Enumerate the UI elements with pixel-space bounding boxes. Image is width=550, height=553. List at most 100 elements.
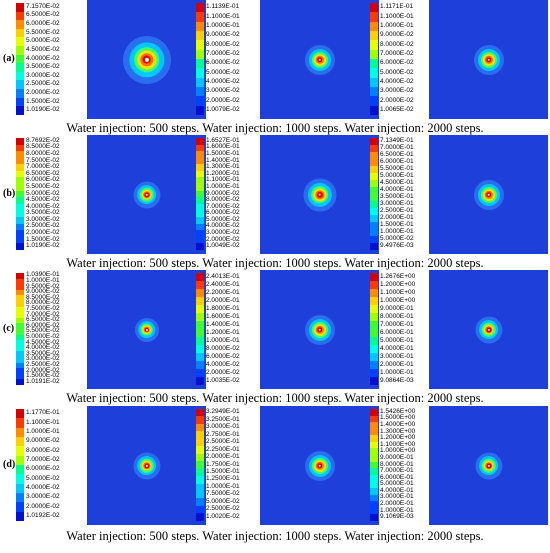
legend-swatch bbox=[16, 157, 24, 165]
legend-swatch bbox=[16, 502, 24, 512]
contour-field bbox=[87, 406, 206, 525]
row-label: (a) bbox=[3, 53, 15, 64]
legend-tick-label: 6.0000E-02 bbox=[26, 465, 60, 473]
legend-tick-label: 1.2000E-01 bbox=[206, 328, 240, 336]
legend-tick-label: 2.0000E-01 bbox=[380, 214, 414, 221]
legend-swatch bbox=[196, 505, 204, 514]
legend-tick-label: 2.5000E-02 bbox=[206, 505, 240, 513]
contour-field bbox=[429, 406, 548, 525]
legend-swatch bbox=[370, 180, 378, 187]
legend-swatch bbox=[16, 151, 24, 158]
legend-tick-label: 1.3000E+00 bbox=[380, 427, 416, 435]
caption: Water injection: 500 steps. Water inject… bbox=[66, 391, 484, 405]
legend-swatch bbox=[370, 313, 378, 321]
row-label: (b) bbox=[3, 188, 16, 199]
legend-tick-label: 4.0000E-02 bbox=[26, 54, 60, 62]
legend-tick-label: 1.2000E+00 bbox=[380, 434, 416, 442]
legend-tick-label: 1.1000E-01 bbox=[206, 176, 240, 184]
legend-tick-label: 9.0000E-02 bbox=[26, 288, 60, 296]
legend-swatch bbox=[196, 281, 204, 289]
legend-tick-label: 2.0000E-01 bbox=[206, 296, 240, 304]
legend-swatch bbox=[16, 427, 24, 437]
legend-tick-label: 3.0000E-01 bbox=[380, 493, 414, 501]
legend-swatch bbox=[16, 63, 24, 72]
contour-ring bbox=[145, 328, 148, 331]
legend-tick-label: 2.0000E-02 bbox=[26, 88, 60, 96]
legend-swatch bbox=[370, 337, 378, 345]
legend-swatch bbox=[16, 170, 24, 178]
legend-tick-label: 5.0000E-02 bbox=[380, 235, 414, 242]
legend-swatch bbox=[370, 461, 378, 469]
legend-swatch bbox=[16, 20, 24, 29]
legend-swatch bbox=[196, 369, 204, 377]
legend-tick-label: 9.0000E-02 bbox=[206, 189, 240, 197]
legend-tick-label: 3.5000E-02 bbox=[26, 209, 60, 217]
legend-colorbar bbox=[16, 3, 30, 115]
legend-tick-label: 1.1171E-01 bbox=[380, 3, 414, 11]
legend-swatch bbox=[196, 305, 204, 313]
legend-tick-label: 1.4000E-01 bbox=[206, 320, 240, 328]
legend-swatch bbox=[16, 289, 24, 296]
legend-tick-label: 1.0000E+00 bbox=[380, 296, 416, 304]
legend-tick-label: 1.0000E-01 bbox=[206, 182, 240, 190]
legend-tick-label: 1.0065E-02 bbox=[380, 105, 414, 113]
legend-tick-label: 1.0000E-01 bbox=[206, 21, 240, 29]
legend-swatch bbox=[16, 334, 24, 341]
legend-swatch bbox=[370, 166, 378, 173]
legend-swatch bbox=[16, 345, 24, 352]
legend-tick-label: 1.6527E-01 bbox=[206, 136, 240, 144]
legend-tick-label: 4.5000E-02 bbox=[26, 338, 60, 346]
legend-swatch bbox=[16, 184, 24, 191]
contour-field bbox=[260, 270, 379, 389]
legend-tick-label: 2.2500E-01 bbox=[206, 445, 240, 453]
legend-swatch bbox=[196, 68, 204, 78]
legend-swatch bbox=[16, 273, 24, 279]
legend-swatch bbox=[16, 71, 24, 81]
legend-swatch bbox=[196, 223, 204, 231]
legend-swatch bbox=[196, 3, 204, 13]
legend-tick-label: 9.0000E-02 bbox=[380, 31, 414, 39]
legend-tick-label: 1.5000E+00 bbox=[380, 414, 416, 422]
legend-swatch bbox=[16, 144, 24, 152]
legend-tick-label: 7.0000E-02 bbox=[206, 49, 240, 57]
legend-swatch bbox=[16, 317, 24, 324]
legend-tick-label: 7.1349E-01 bbox=[380, 137, 414, 144]
contour-ring bbox=[318, 328, 321, 331]
legend-swatch bbox=[16, 379, 24, 385]
legend-tick-label: 3.5000E-01 bbox=[380, 193, 414, 200]
contour-field bbox=[87, 135, 206, 254]
legend-swatch bbox=[196, 190, 204, 198]
legend-tick-label: 4.0000E-02 bbox=[26, 344, 60, 352]
legend-swatch bbox=[196, 96, 204, 106]
legend-swatch bbox=[370, 159, 378, 166]
legend-swatch bbox=[370, 145, 378, 152]
contour-ring bbox=[487, 328, 490, 331]
legend-swatch bbox=[16, 177, 24, 185]
legend-tick-label: 3.0000E-01 bbox=[206, 423, 240, 431]
legend-tick-label: 4.0000E-01 bbox=[380, 486, 414, 494]
legend-swatch bbox=[196, 337, 204, 345]
legend-tick-label: 2.0000E-02 bbox=[380, 96, 414, 104]
legend-swatch bbox=[196, 49, 204, 59]
legend-swatch bbox=[370, 30, 378, 41]
legend-swatch bbox=[196, 243, 204, 250]
legend-tick-label: 3.5000E-02 bbox=[26, 63, 60, 71]
caption: Water injection: 500 steps. Water inject… bbox=[66, 256, 484, 270]
legend-tick-label: 1.5000E-02 bbox=[26, 372, 60, 380]
legend-swatch bbox=[370, 455, 378, 462]
legend-tick-label: 1.3000E-01 bbox=[206, 163, 240, 171]
legend-tick-label: 9.0000E-02 bbox=[206, 31, 240, 39]
legend-colorbar bbox=[196, 409, 210, 521]
legend-tick-label: 1.1000E-01 bbox=[26, 418, 60, 426]
legend-swatch bbox=[370, 58, 378, 69]
legend-tick-label: 5.0000E-02 bbox=[26, 37, 60, 45]
legend-swatch bbox=[196, 289, 204, 297]
legend-swatch bbox=[16, 436, 24, 447]
legend-swatch bbox=[196, 170, 204, 178]
legend-tick-label: 3.2500E-01 bbox=[206, 415, 240, 423]
legend-swatch bbox=[16, 295, 24, 301]
legend-tick-label: 4.0000E-01 bbox=[380, 344, 414, 352]
contour-field bbox=[260, 406, 379, 525]
legend-swatch bbox=[196, 446, 204, 454]
legend-swatch bbox=[196, 409, 204, 417]
